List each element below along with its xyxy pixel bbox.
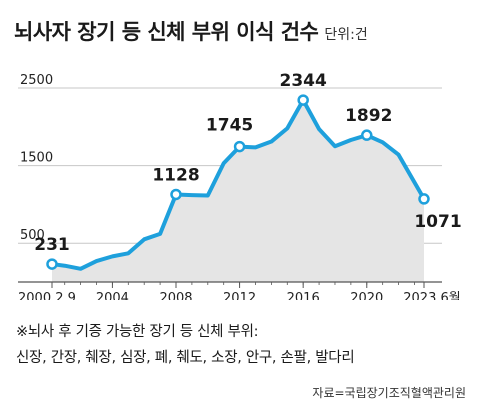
y-tick-label: 500 [20,228,45,243]
series-line [50,98,426,271]
data-label-1745: 1745 [206,116,253,136]
x-tick-label: 2008 [159,291,192,300]
x-tick-label: 2000.2.9 [18,291,76,300]
data-label-2344: 2344 [280,71,327,91]
note-line-2: 신장, 간장, 췌장, 심장, 폐, 췌도, 소장, 안구, 손팔, 발다리 [16,350,355,366]
x-tick-label: 2023.6월 [403,291,460,300]
y-tick-labels: 500 1500 2500 [20,73,53,243]
data-point-marker [418,193,430,205]
data-point-marker [170,188,182,201]
source-label: 자료=국립장기조직혈액관리원 [312,386,466,400]
data-label-231: 231 [34,235,70,255]
data-labels: 231 1128 1745 2344 1892 1071 [34,71,462,270]
data-point-marker [233,140,246,153]
title-row: 뇌사자 장기 등 신체 부위 이식 건수 단위:건 [14,16,368,46]
data-label-1128: 1128 [152,165,199,185]
y-tick-label: 1500 [20,151,53,166]
x-tick-label: 2004 [96,291,129,300]
x-tick-label: 2020 [350,291,383,300]
data-point-marker [361,129,373,141]
area-fill [52,100,424,283]
data-label-1892: 1892 [345,106,392,126]
x-axis: 2000.2.9 2004 2008 2012 2016 2020 2023.6월 [18,281,461,300]
unit-label: 단위:건 [324,27,368,43]
x-tick-label: 2012 [223,291,256,300]
data-point-marker [297,94,309,106]
chart-title: 뇌사자 장기 등 신체 부위 이식 건수 [14,20,319,44]
data-label-1071: 1071 [414,212,461,232]
note-line-1: ※뇌사 후 기증 가능한 장기 등 신체 부위: [16,324,259,340]
x-tick-label: 2016 [287,291,320,300]
y-tick-label: 2500 [20,73,53,88]
line-chart: 2000.2.9 2004 2008 2012 2016 2020 2023.6월 500 1… [18,71,462,300]
data-point-marker [46,258,58,270]
